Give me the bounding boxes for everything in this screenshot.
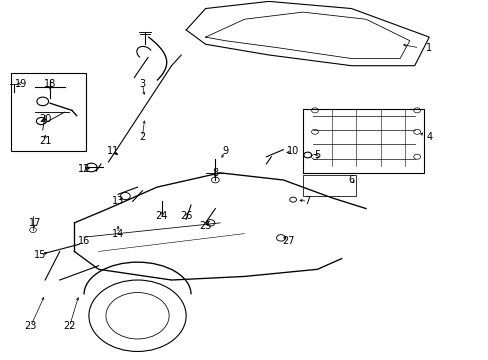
Text: 8: 8 [212,168,218,178]
Text: 18: 18 [44,78,56,89]
Text: 3: 3 [139,78,145,89]
Text: 2: 2 [139,132,145,142]
Text: 25: 25 [199,221,211,231]
Text: 23: 23 [24,321,37,332]
Text: 1: 1 [426,43,431,53]
Text: 4: 4 [426,132,431,142]
Text: 19: 19 [15,78,27,89]
Bar [302,175,356,196]
Text: 17: 17 [29,218,41,228]
Bar [11,73,86,152]
Text: 7: 7 [304,197,310,206]
Text: 11: 11 [107,147,119,157]
Text: 15: 15 [34,250,46,260]
Text: 22: 22 [63,321,76,332]
Text: 21: 21 [39,136,51,146]
Text: 14: 14 [112,229,124,239]
Text: 20: 20 [39,114,51,124]
Text: 5: 5 [314,150,320,160]
Text: 10: 10 [286,147,299,157]
Text: 9: 9 [222,147,227,157]
Text: 13: 13 [112,197,124,206]
Text: 12: 12 [78,164,90,174]
Text: 26: 26 [180,211,192,221]
Text: 6: 6 [347,175,354,185]
Text: 27: 27 [282,236,294,246]
Text: 16: 16 [78,236,90,246]
Text: 24: 24 [155,211,168,221]
